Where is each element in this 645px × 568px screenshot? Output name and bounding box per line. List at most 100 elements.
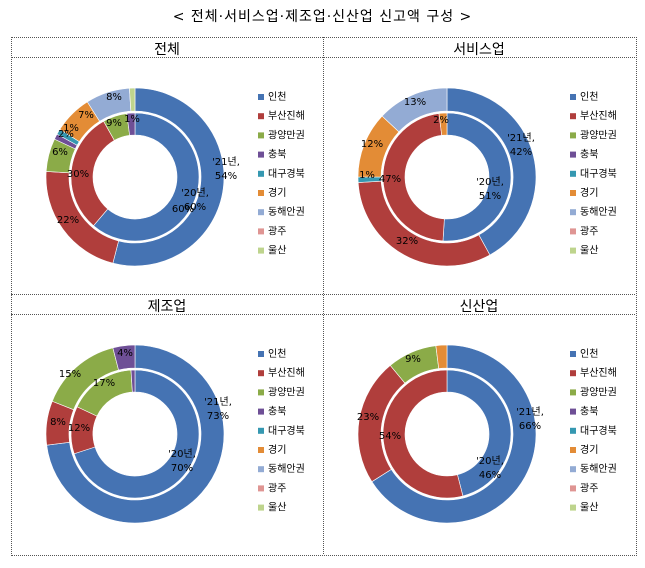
chart-3-legend-label: 광주 bbox=[580, 482, 598, 494]
chart-2-legend-label: 충북 bbox=[268, 406, 286, 418]
chart-0-data-label: 2% bbox=[58, 129, 74, 140]
chart-2-legend-label: 광주 bbox=[268, 482, 286, 494]
grid-divider-horizontal bbox=[11, 294, 635, 295]
chart-3-data-label: 9% bbox=[405, 354, 421, 365]
chart-0-data-label: 22% bbox=[57, 215, 79, 226]
chart-3-legend-label: 부산진해 bbox=[580, 366, 617, 379]
chart-1-legend-swatch bbox=[570, 113, 576, 120]
chart-0-legend-label: 울산 bbox=[268, 245, 286, 257]
chart-0-inner-slice-인천 bbox=[93, 112, 200, 242]
chart-2-legend-swatch bbox=[258, 370, 264, 377]
chart-3-legend-swatch bbox=[570, 408, 576, 415]
panel-title-manufacturing: 제조업 bbox=[147, 299, 187, 315]
chart-3-legend-label: 동해안권 bbox=[580, 462, 617, 475]
chart-3-inner-slice-부산진해 bbox=[382, 369, 464, 499]
chart-1-legend-label: 울산 bbox=[580, 245, 598, 257]
chart-3-legend-label: 대구경북 bbox=[580, 424, 617, 437]
chart-3-data-label: 54% bbox=[379, 431, 401, 442]
chart-2-legend-label: 인천 bbox=[268, 348, 286, 360]
chart-2-data-label: 12% bbox=[68, 423, 90, 434]
chart-1-data-label: 2% bbox=[433, 115, 449, 126]
chart-3-legend-swatch bbox=[570, 370, 576, 377]
chart-0-inner-slice-충북 bbox=[126, 112, 136, 136]
chart-1-legend-swatch bbox=[570, 170, 576, 177]
chart-3-legend-swatch bbox=[570, 485, 576, 492]
chart-3-inner-ring-value: 46% bbox=[479, 470, 501, 481]
chart-3-outer-ring-label: '21년, bbox=[516, 406, 544, 418]
chart-1-legend-label: 광양만권 bbox=[580, 129, 617, 141]
chart-1-data-label: 13% bbox=[404, 97, 426, 108]
chart-2-outer-ring-label: '21년, bbox=[204, 396, 232, 408]
chart-3-outer-slice-인천 bbox=[371, 344, 537, 524]
chart-1-legend-swatch bbox=[570, 247, 576, 254]
chart-3-legend-label: 광양만권 bbox=[580, 386, 617, 398]
chart-1-legend-swatch bbox=[570, 190, 576, 196]
chart-1-inner-slice-인천 bbox=[442, 112, 512, 242]
chart-0-legend-swatch bbox=[258, 209, 264, 216]
panel-title-new-industry: 신산업 bbox=[459, 299, 499, 315]
chart-0-legend-swatch bbox=[258, 151, 264, 158]
chart-2-legend-swatch bbox=[258, 351, 264, 357]
chart-2-legend-swatch bbox=[258, 485, 264, 492]
chart-0-data-label: 8% bbox=[106, 92, 122, 103]
chart-1-legend-label: 충북 bbox=[580, 149, 598, 161]
chart-0-legend-label: 동해안권 bbox=[268, 205, 305, 218]
chart-3-legend-label: 경기 bbox=[580, 443, 598, 456]
chart-1-legend-swatch bbox=[570, 209, 576, 216]
chart-2-legend-label: 부산진해 bbox=[268, 366, 305, 379]
chart-0-inner-ring-value: 60% bbox=[184, 202, 206, 213]
chart-0-legend-label: 대구경북 bbox=[268, 167, 305, 180]
chart-2-legend-swatch bbox=[258, 447, 264, 453]
chart-2-legend-swatch bbox=[258, 389, 264, 396]
chart-0-legend-label: 인천 bbox=[268, 91, 286, 103]
chart-3-legend-label: 울산 bbox=[580, 502, 598, 514]
chart-2-inner-slice-충북 bbox=[130, 369, 136, 393]
grid-divider-vertical bbox=[323, 37, 324, 554]
chart-0-outer-ring-label: '21년, bbox=[212, 156, 240, 168]
chart-0-legend-label: 경기 bbox=[268, 186, 286, 199]
chart-2-legend-swatch bbox=[258, 408, 264, 415]
chart-2-data-label: 17% bbox=[93, 378, 115, 389]
chart-2-inner-slice-인천 bbox=[73, 369, 200, 499]
chart-0-legend-swatch bbox=[258, 170, 264, 177]
chart-0-legend-swatch bbox=[258, 94, 264, 100]
chart-1-legend-label: 경기 bbox=[580, 186, 598, 199]
chart-2-legend-label: 울산 bbox=[268, 502, 286, 514]
chart-0-legend-label: 광주 bbox=[268, 225, 286, 237]
chart-1-inner-slice-경기 bbox=[438, 112, 448, 136]
chart-3-inner-slice-인천 bbox=[446, 369, 512, 497]
chart-2-legend-swatch bbox=[258, 427, 264, 434]
chart-0-legend-swatch bbox=[258, 228, 264, 235]
chart-2-inner-ring-value: 70% bbox=[171, 463, 193, 474]
chart-0-data-label: 60% bbox=[172, 204, 194, 215]
chart-0-legend-swatch bbox=[258, 132, 264, 139]
chart-1-legend-swatch bbox=[570, 228, 576, 235]
chart-0-data-label: 1% bbox=[63, 123, 79, 134]
chart-1-legend-label: 광주 bbox=[580, 225, 598, 237]
chart-3-legend-swatch bbox=[570, 389, 576, 396]
chart-1-inner-ring-value: 51% bbox=[479, 191, 501, 202]
chart-1-data-label: 32% bbox=[396, 236, 418, 247]
chart-2-inner-ring-label: '20년, bbox=[168, 448, 196, 460]
chart-1-legend-swatch bbox=[570, 94, 576, 100]
chart-3-legend-swatch bbox=[570, 447, 576, 453]
chart-1-legend-label: 부산진해 bbox=[580, 109, 617, 122]
chart-0-outer-slice-울산 bbox=[129, 87, 136, 112]
chart-0-legend-label: 부산진해 bbox=[268, 109, 305, 122]
chart-2-legend-swatch bbox=[258, 504, 264, 511]
chart-1-outer-slice-동해안권 bbox=[381, 87, 448, 133]
chart-1-inner-ring-label: '20년, bbox=[476, 176, 504, 188]
chart-3-outer-ring-value: 66% bbox=[519, 421, 541, 432]
chart-2-outer-slice-인천 bbox=[46, 344, 225, 524]
chart-0-outer-slice-인천 bbox=[112, 87, 225, 267]
chart-3-data-label: 23% bbox=[357, 412, 379, 423]
chart-1-legend-label: 인천 bbox=[580, 91, 598, 103]
chart-0-data-label: 7% bbox=[78, 110, 94, 121]
chart-2-legend-label: 경기 bbox=[268, 443, 286, 456]
chart-1-legend-swatch bbox=[570, 132, 576, 139]
panel-title-total: 전체 bbox=[154, 42, 180, 58]
chart-1-legend-label: 대구경북 bbox=[580, 167, 617, 180]
chart-2-data-label: 4% bbox=[117, 348, 133, 359]
chart-3-legend-swatch bbox=[570, 351, 576, 357]
